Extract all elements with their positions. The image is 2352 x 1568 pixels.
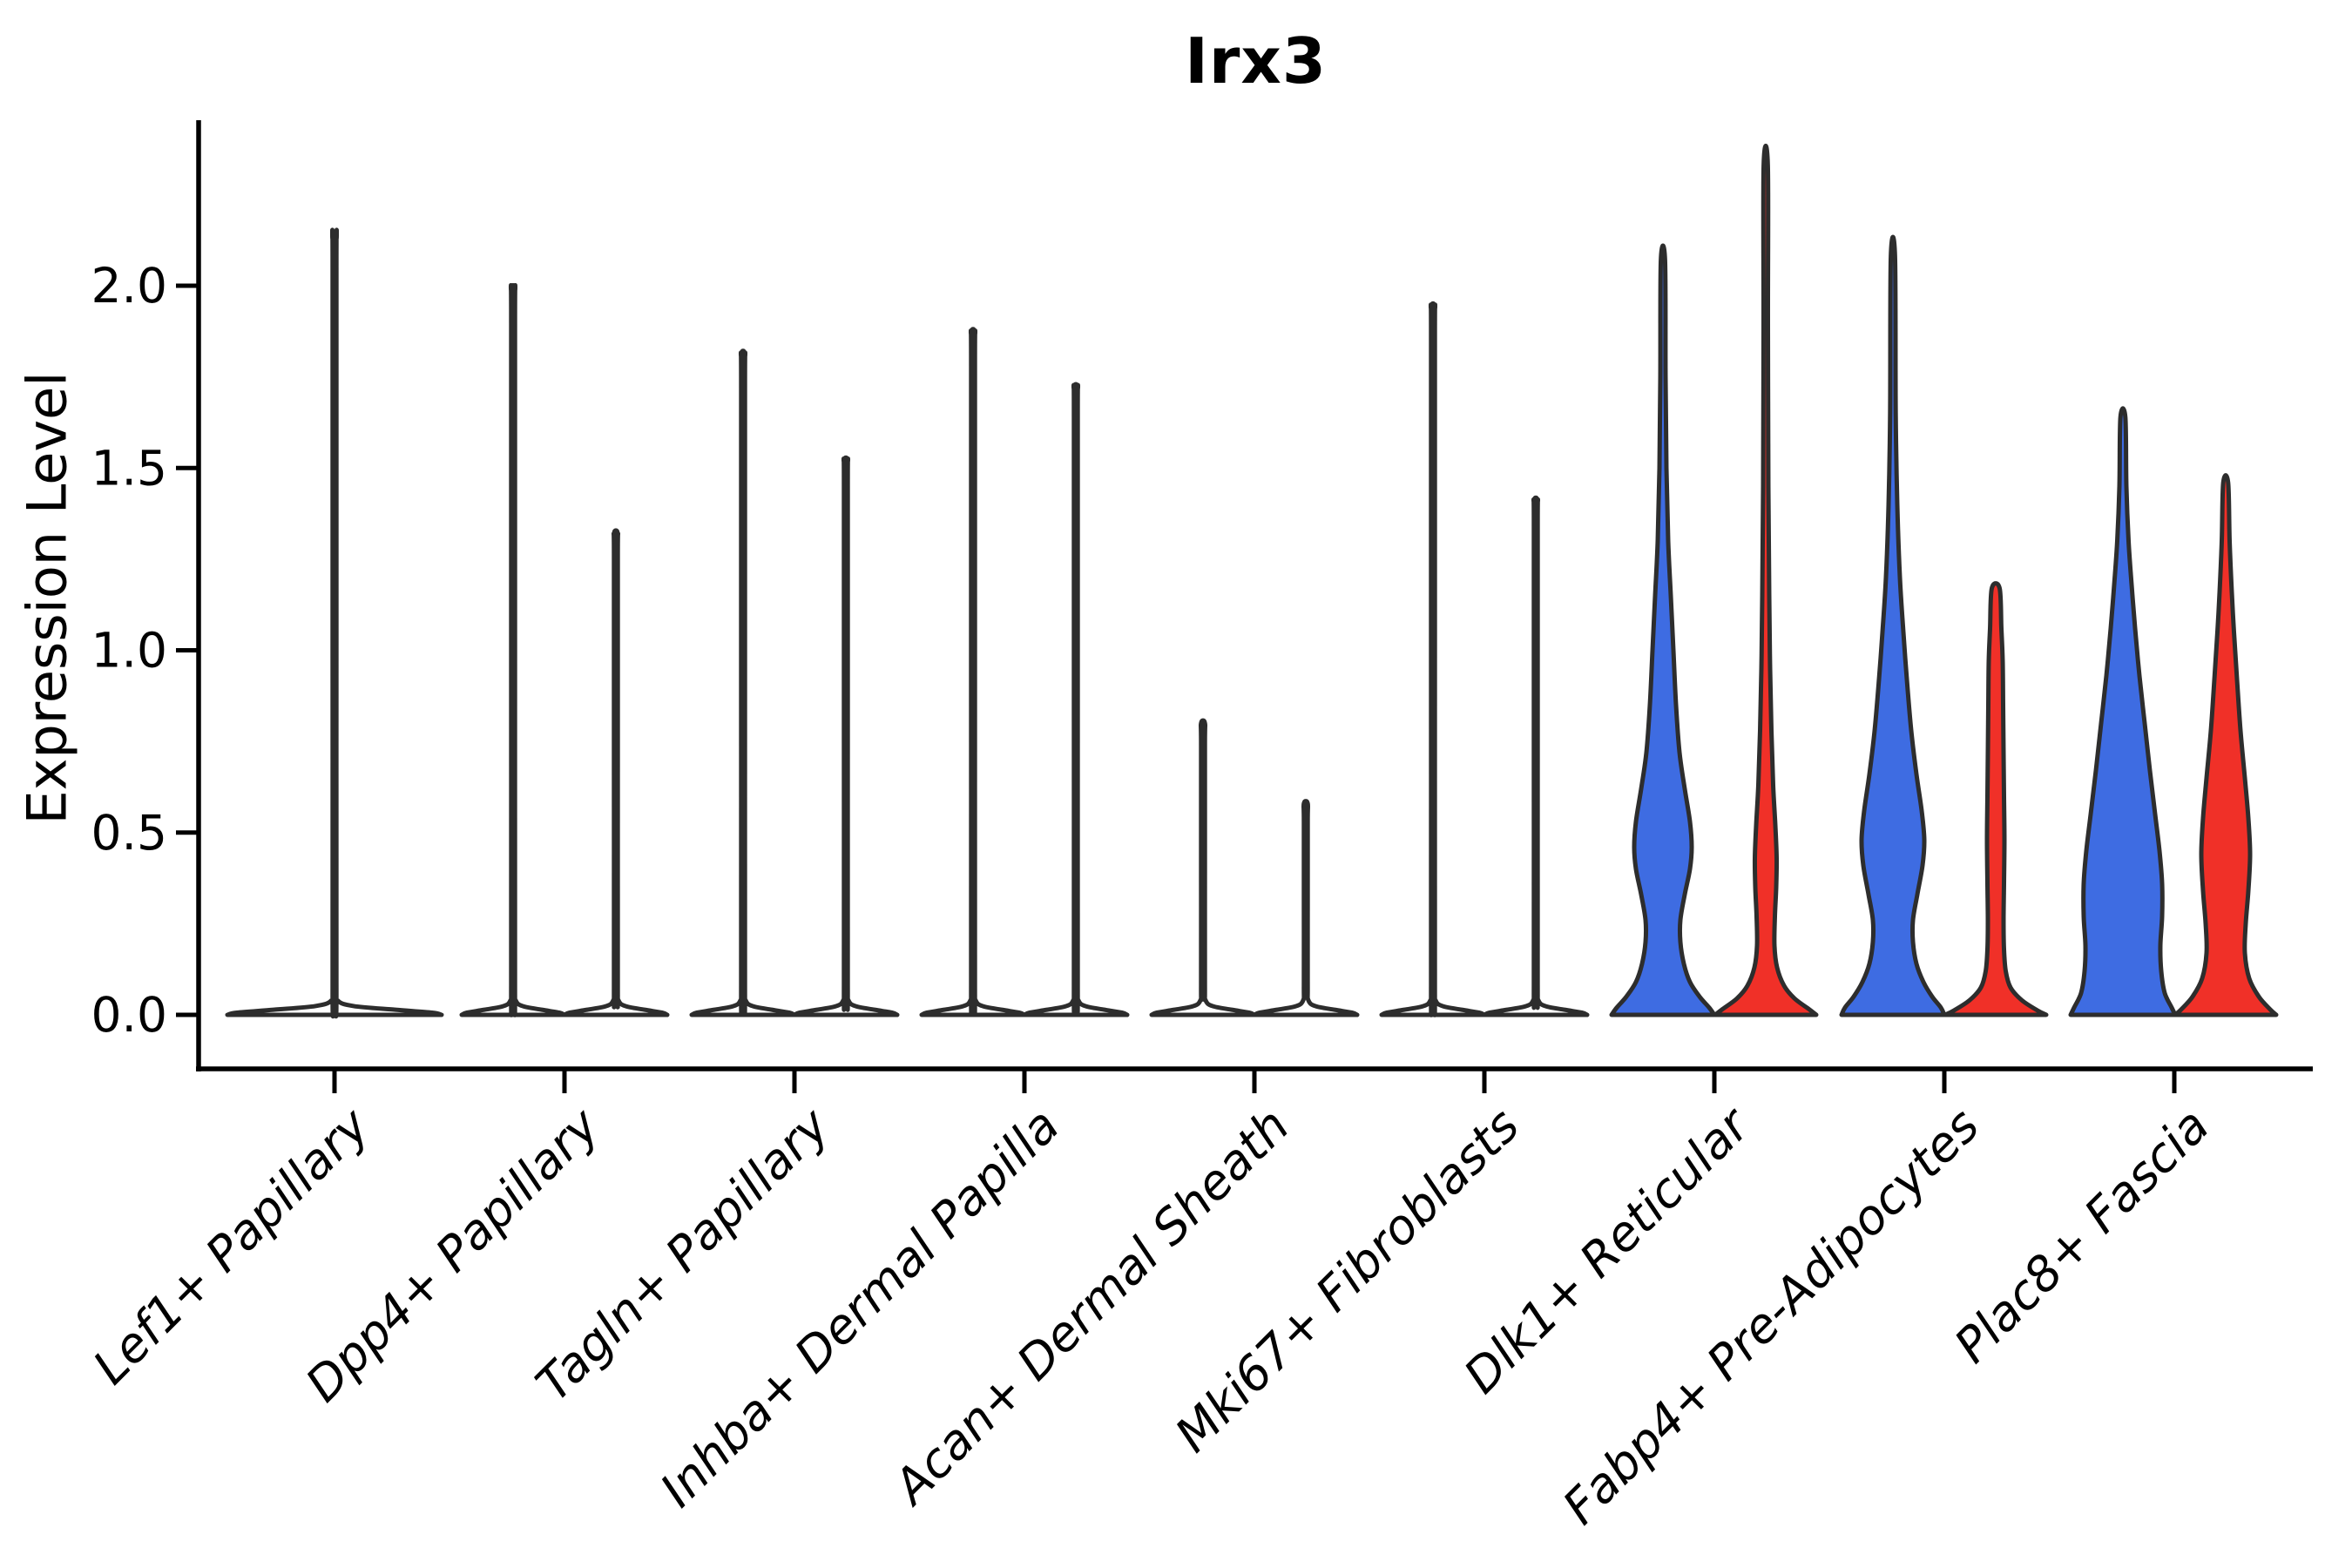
violin-6-left [1609, 243, 1717, 1017]
violin-1-right [562, 528, 670, 1017]
y-tick-label: 1.5 [91, 440, 167, 496]
y-tick-label: 0.0 [91, 987, 167, 1043]
violin-6-right [1713, 143, 1819, 1017]
violin-2-right [792, 455, 900, 1017]
violin-4-left [1149, 718, 1257, 1017]
violin-1-left [459, 282, 567, 1017]
violin-7-left [1839, 234, 1947, 1017]
x-category-label: Inhba+ Dermal Papilla [650, 1098, 1070, 1517]
violin-3-left [919, 327, 1027, 1017]
violin-5-right [1482, 495, 1590, 1017]
violin-0-center [225, 227, 444, 1019]
plot-title: Irx3 [1185, 24, 1327, 98]
violin-4-right [1252, 799, 1360, 1017]
y-tick-label: 0.5 [91, 805, 167, 861]
violin-2-left [689, 348, 797, 1017]
y-tick-label: 1.0 [91, 623, 167, 679]
violin-3-right [1022, 382, 1130, 1017]
violin-8-left [2068, 406, 2178, 1017]
x-category-label: Acan+ Dermal Sheath [882, 1098, 1301, 1517]
violin-8-right [2173, 473, 2279, 1017]
violin-5-left [1379, 301, 1487, 1017]
violin-7-right [1943, 581, 2049, 1017]
x-category-label: Fabp4+ Pre-Adipocytes [1552, 1098, 1990, 1535]
y-tick-label: 2.0 [91, 258, 167, 314]
